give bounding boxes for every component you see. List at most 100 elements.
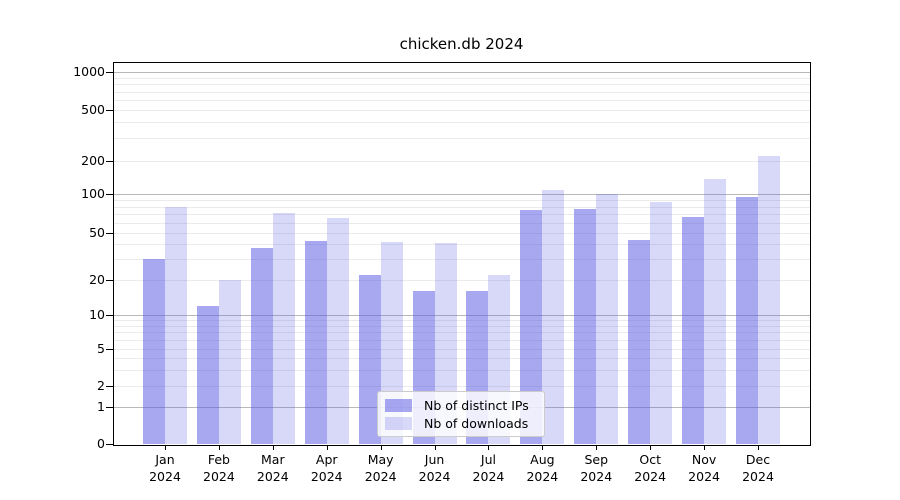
y-tick-mark xyxy=(106,233,113,234)
bar-distinct-ips xyxy=(736,196,758,444)
x-tick-mark xyxy=(273,445,274,450)
x-tick-year: 2024 xyxy=(634,469,667,484)
x-tick-label: Apr 2024 xyxy=(300,451,354,485)
x-tick-year: 2024 xyxy=(688,469,720,484)
x-tick-mark xyxy=(165,445,166,450)
bar-distinct-ips xyxy=(574,209,597,444)
x-tick-year: 2024 xyxy=(256,469,289,484)
x-tick-year: 2024 xyxy=(364,469,397,484)
bar-distinct-ips xyxy=(682,217,705,444)
bar-downloads xyxy=(326,218,349,444)
gridline-minor xyxy=(114,100,810,101)
x-tick-mark xyxy=(650,445,651,450)
gridline-minor xyxy=(114,78,810,79)
y-tick-mark xyxy=(106,407,113,408)
gridline-major xyxy=(114,194,810,195)
x-tick-mark xyxy=(327,445,328,450)
chart-title: chicken.db 2024 xyxy=(399,35,524,53)
y-tick-mark xyxy=(106,444,113,445)
y-tick-mark xyxy=(106,194,113,195)
gridline-minor xyxy=(114,138,810,139)
gridline-minor xyxy=(114,207,810,208)
bar-distinct-ips xyxy=(143,259,165,444)
x-tick-mark xyxy=(758,445,759,450)
gridline-major xyxy=(114,72,810,73)
x-tick-mark xyxy=(596,445,597,450)
legend-item-distinct-ips: Nb of distinct IPs xyxy=(378,397,544,413)
x-tick-label: May 2024 xyxy=(354,451,408,485)
gridline-minor xyxy=(114,349,810,350)
x-tick-label: Oct 2024 xyxy=(623,451,677,485)
x-tick-year: 2024 xyxy=(742,469,774,484)
gridline-minor xyxy=(114,332,810,333)
gridline-minor xyxy=(114,223,810,224)
gridline-minor xyxy=(114,326,810,327)
gridline-minor xyxy=(114,214,810,215)
y-tick-label: 500 xyxy=(81,102,105,117)
bar-downloads xyxy=(596,194,619,444)
y-tick-label: 2 xyxy=(97,378,105,393)
y-tick-mark xyxy=(106,349,113,350)
legend-label-distinct-ips: Nb of distinct IPs xyxy=(424,397,529,413)
x-tick-label: Sep 2024 xyxy=(569,451,623,485)
y-tick-label: 100 xyxy=(81,186,105,201)
bar-distinct-ips xyxy=(628,239,651,444)
gridline-minor xyxy=(114,320,810,321)
gridline-minor xyxy=(114,386,810,387)
x-tick-mark xyxy=(435,445,436,450)
y-tick-label: 5 xyxy=(97,341,105,356)
x-tick-label: Jan 2024 xyxy=(138,451,192,485)
x-tick-mark xyxy=(488,445,489,450)
gridline-major xyxy=(114,315,810,316)
bar-downloads xyxy=(272,213,295,444)
legend-label-downloads: Nb of downloads xyxy=(424,415,529,431)
x-tick-label: Mar 2024 xyxy=(246,451,300,485)
legend-swatch-downloads xyxy=(385,416,412,430)
gridline-minor xyxy=(114,92,810,93)
x-tick-year: 2024 xyxy=(472,469,505,484)
x-tick-year: 2024 xyxy=(149,469,181,484)
legend-item-downloads: Nb of downloads xyxy=(378,415,544,431)
x-tick-year: 2024 xyxy=(580,469,613,484)
x-tick-label: Jun 2024 xyxy=(408,451,462,485)
gridline-minor xyxy=(114,358,810,359)
x-tick-label: Nov 2024 xyxy=(677,451,731,485)
bar-distinct-ips xyxy=(520,210,543,444)
x-tick-year: 2024 xyxy=(310,469,343,484)
y-tick-label: 1000 xyxy=(73,64,105,79)
legend: Nb of distinct IPs Nb of downloads xyxy=(377,391,545,437)
bar-distinct-ips xyxy=(250,248,273,444)
y-tick-label: 50 xyxy=(89,225,105,240)
x-tick-year: 2024 xyxy=(418,469,451,484)
gridline-minor xyxy=(114,370,810,371)
legend-swatch-distinct-ips xyxy=(385,398,412,412)
x-tick-label: Dec 2024 xyxy=(731,451,785,485)
x-tick-year: 2024 xyxy=(526,469,559,484)
y-tick-label: 1 xyxy=(97,399,105,414)
bar-distinct-ips xyxy=(196,305,219,444)
x-tick-mark xyxy=(381,445,382,450)
x-tick-label: Jul 2024 xyxy=(461,451,515,485)
bar-downloads xyxy=(218,280,241,444)
gridline-minor xyxy=(114,259,810,260)
y-tick-mark xyxy=(106,72,113,73)
gridline-minor xyxy=(114,340,810,341)
x-tick-label: Aug 2024 xyxy=(515,451,569,485)
x-tick-year: 2024 xyxy=(203,469,235,484)
y-tick-mark xyxy=(106,315,113,316)
gridline-minor xyxy=(114,110,810,111)
gridline-minor xyxy=(114,233,810,234)
x-tick-mark xyxy=(219,445,220,450)
bar-downloads xyxy=(704,179,727,444)
gridline-minor xyxy=(114,161,810,162)
y-tick-label: 200 xyxy=(81,153,105,168)
y-tick-label: 10 xyxy=(89,307,105,322)
bar-distinct-ips xyxy=(358,275,381,444)
gridline-minor xyxy=(114,122,810,123)
x-tick-mark xyxy=(704,445,705,450)
y-tick-mark xyxy=(106,386,113,387)
gridline-minor xyxy=(114,280,810,281)
bar-distinct-ips xyxy=(304,240,327,444)
gridline-minor xyxy=(114,200,810,201)
